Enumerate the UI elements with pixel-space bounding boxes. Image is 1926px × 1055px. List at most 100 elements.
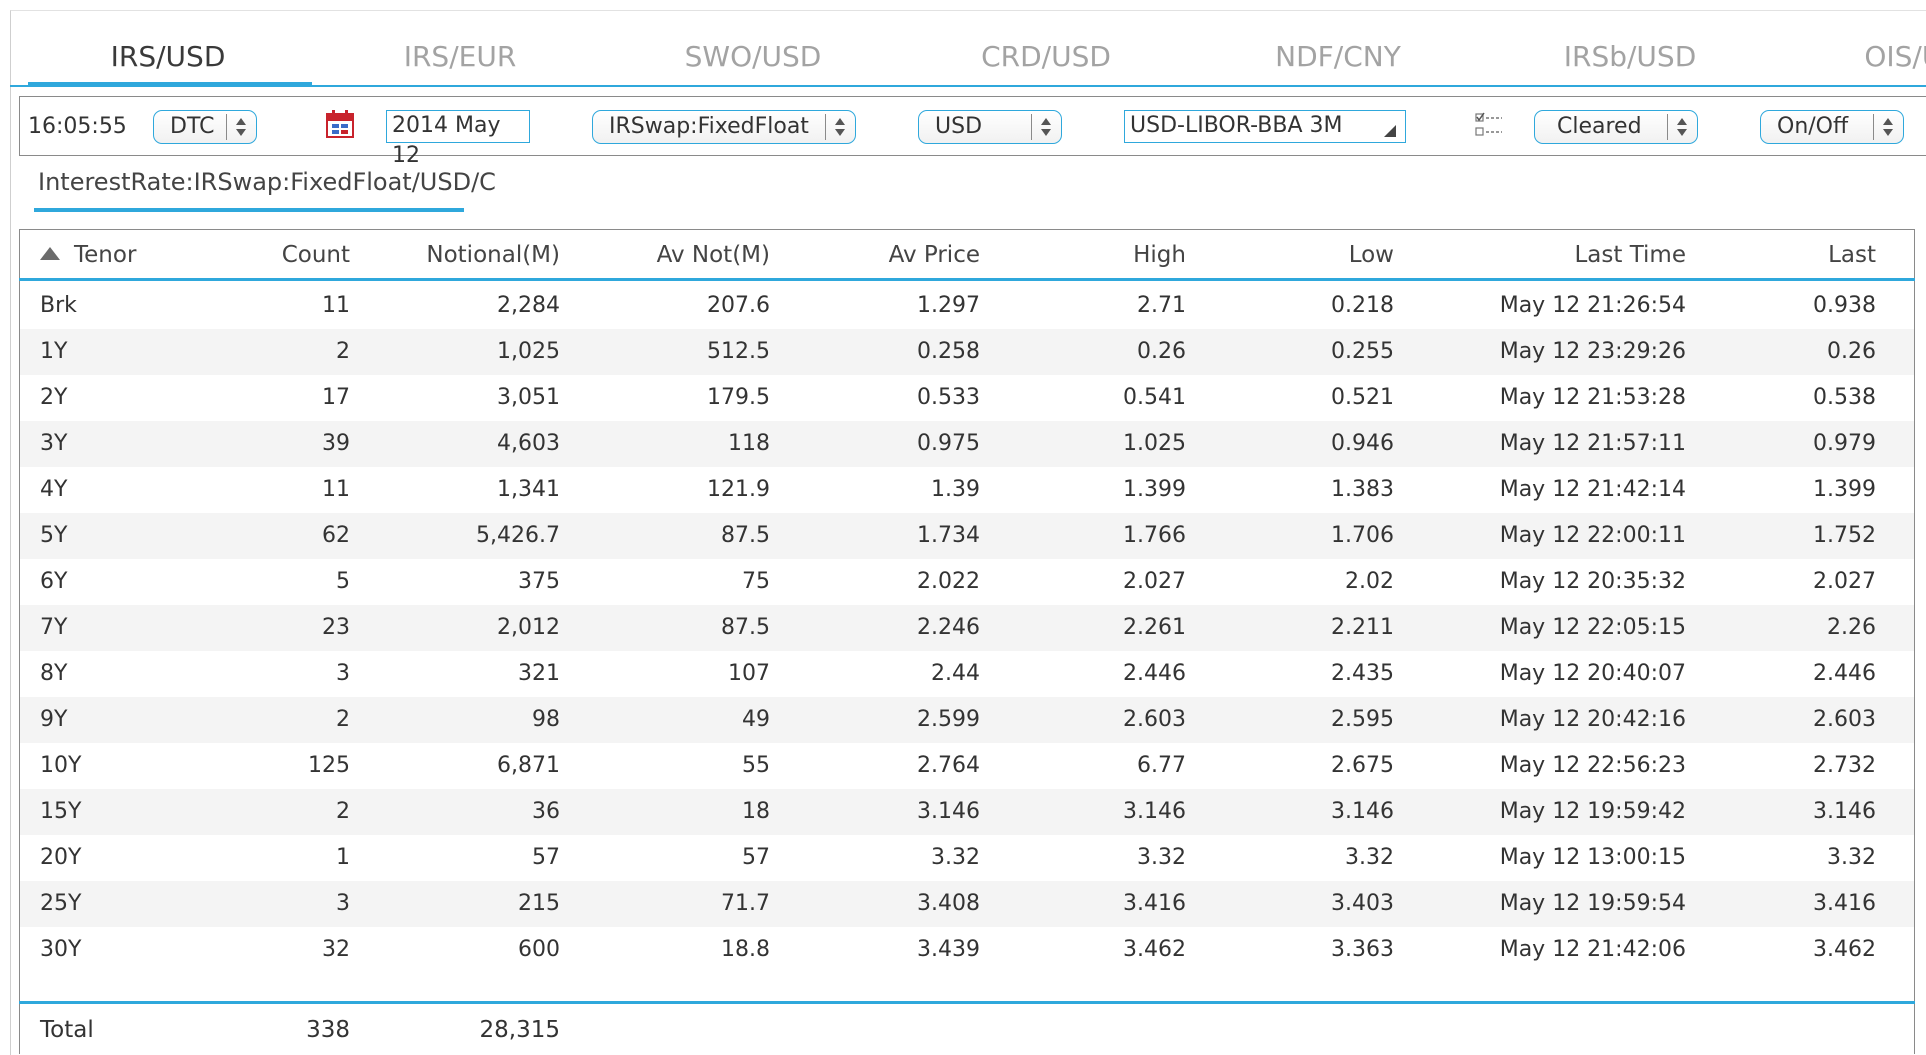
table-row[interactable]: 6Y 5 375 75 2.022 2.027 2.02 May 12 20:35:32 2.0… [20,559,1914,605]
table-row[interactable]: 8Y 3 321 107 2.44 2.446 2.435 May 12 20:40:07 2.… [20,651,1914,697]
cell-high: 1.766 [1123,523,1186,548]
tab-ndf-cny[interactable]: NDF/CNY [1275,40,1401,73]
total-label: Total [40,1017,94,1043]
table-row[interactable]: 1Y 2 1,025 512.5 0.258 0.26 0.255 May 12 23:29:… [20,329,1914,375]
cell-av-not: 179.5 [707,385,770,410]
clock-time: 16:05:55 [28,114,127,139]
cell-last: 3.462 [1813,937,1876,962]
cell-tenor: 20Y [40,845,82,870]
table-row[interactable]: 7Y 23 2,012 87.5 2.246 2.261 2.211 May 12 22:05… [20,605,1914,651]
cell-last-time: May 12 20:40:07 [1499,661,1686,686]
table-row[interactable]: 2Y 17 3,051 179.5 0.533 0.541 0.521 May 12 21:5… [20,375,1914,421]
cell-last-time: May 12 21:42:14 [1499,477,1686,502]
header-high[interactable]: High [1133,242,1186,268]
select-arrows-icon [825,114,855,140]
tab-irsb-usd[interactable]: IRSb/USD [1563,40,1697,73]
cell-last: 2.603 [1813,707,1876,732]
cell-av-not: 207.6 [707,293,770,318]
header-tenor[interactable]: Tenor [74,242,137,268]
cell-tenor: 1Y [40,339,68,364]
table-row[interactable]: 10Y 125 6,871 55 2.764 6.77 2.675 May 12 22:56:… [20,743,1914,789]
cell-count: 3 [336,661,350,686]
cell-low: 3.146 [1331,799,1394,824]
tab-divider [10,85,1926,87]
table-row[interactable]: 5Y 62 5,426.7 87.5 1.734 1.766 1.706 May 12 22:… [20,513,1914,559]
cell-notional: 1,341 [497,477,560,502]
header-av-not[interactable]: Av Not(M) [656,242,770,268]
cell-last-time: May 12 22:56:23 [1499,753,1686,778]
cell-last-time: May 12 21:53:28 [1499,385,1686,410]
clearing-select[interactable]: Cleared [1534,110,1698,144]
table-row[interactable]: 25Y 3 215 71.7 3.408 3.416 3.403 May 12 19:59:5… [20,881,1914,927]
tab-ois-usd[interactable]: OIS/USD [1864,40,1926,73]
cell-low: 2.595 [1331,707,1394,732]
cell-count: 3 [336,891,350,916]
cell-tenor: 7Y [40,615,68,640]
cell-count: 2 [336,339,350,364]
total-count: 338 [306,1017,350,1043]
select-arrows-icon [1667,114,1697,140]
product-select-value: IRSwap:FixedFloat [609,114,809,139]
table-row[interactable]: 15Y 2 36 18 3.146 3.146 3.146 May 12 19:59:42 3.… [20,789,1914,835]
header-low[interactable]: Low [1348,242,1394,268]
cell-av-price: 0.533 [917,385,980,410]
cell-av-price: 2.44 [931,661,980,686]
cell-low: 3.403 [1331,891,1394,916]
tab-swo-usd[interactable]: SWO/USD [684,40,822,73]
cell-count: 62 [322,523,350,548]
cell-av-not: 49 [742,707,770,732]
cell-high: 6.77 [1137,753,1186,778]
sort-ascending-icon[interactable] [40,247,60,260]
cell-av-price: 2.764 [917,753,980,778]
cell-high: 2.603 [1123,707,1186,732]
cell-av-not: 18 [742,799,770,824]
product-select[interactable]: IRSwap:FixedFloat [592,110,856,144]
mode-select[interactable]: DTC [153,110,257,144]
cell-av-price: 0.975 [917,431,980,456]
onoff-select[interactable]: On/Off [1760,110,1904,144]
tab-irs-usd[interactable]: IRS/USD [110,40,226,73]
cell-last: 0.938 [1813,293,1876,318]
header-last[interactable]: Last [1828,242,1876,268]
calendar-icon[interactable] [325,109,355,139]
cell-count: 2 [336,799,350,824]
instrument-path-label[interactable]: InterestRate:IRSwap:FixedFloat/USD/C [38,168,496,196]
table-row[interactable]: Brk 11 2,284 207.6 1.297 2.71 0.218 May 12 21:2… [20,283,1914,329]
table-row[interactable]: 4Y 11 1,341 121.9 1.39 1.399 1.383 May 12 21:42… [20,467,1914,513]
cell-count: 11 [322,293,350,318]
select-arrows-icon [1031,114,1061,140]
tab-crd-usd[interactable]: CRD/USD [981,40,1111,73]
cell-low: 2.675 [1331,753,1394,778]
table-row[interactable]: 20Y 1 57 57 3.32 3.32 3.32 May 12 13:00:15 3.32 [20,835,1914,881]
header-count[interactable]: Count [281,242,350,268]
clearing-select-value: Cleared [1557,114,1642,139]
table-row[interactable]: 9Y 2 98 49 2.599 2.603 2.595 May 12 20:42:16 2.6… [20,697,1914,743]
cell-last-time: May 12 19:59:54 [1499,891,1686,916]
cell-high: 2.027 [1123,569,1186,594]
cell-av-price: 3.146 [917,799,980,824]
checklist-icon[interactable] [1474,112,1504,140]
currency-select[interactable]: USD [918,110,1062,144]
cell-av-price: 0.258 [917,339,980,364]
header-notional[interactable]: Notional(M) [426,242,560,268]
index-combobox[interactable]: USD-LIBOR-BBA 3M [1124,110,1406,143]
header-av-price[interactable]: Av Price [888,242,980,268]
cell-tenor: 30Y [40,937,82,962]
cell-tenor: 15Y [40,799,82,824]
cell-tenor: 8Y [40,661,68,686]
cell-av-price: 2.599 [917,707,980,732]
header-last-time[interactable]: Last Time [1574,242,1686,268]
filter-toolbar [19,96,1926,156]
trades-table [19,229,1915,1054]
cell-notional: 36 [532,799,560,824]
cell-tenor: 6Y [40,569,68,594]
date-field[interactable]: 2014 May 12 [386,110,530,168]
cell-last: 0.26 [1827,339,1876,364]
cell-av-not: 107 [728,661,770,686]
cell-count: 32 [322,937,350,962]
table-row[interactable]: 30Y 32 600 18.8 3.439 3.462 3.363 May 12 21:42:… [20,927,1914,973]
onoff-select-value: On/Off [1777,114,1849,139]
cell-av-not: 71.7 [721,891,770,916]
tab-irs-eur[interactable]: IRS/EUR [403,40,517,73]
table-row[interactable]: 3Y 39 4,603 118 0.975 1.025 0.946 May 12 21:57:… [20,421,1914,467]
